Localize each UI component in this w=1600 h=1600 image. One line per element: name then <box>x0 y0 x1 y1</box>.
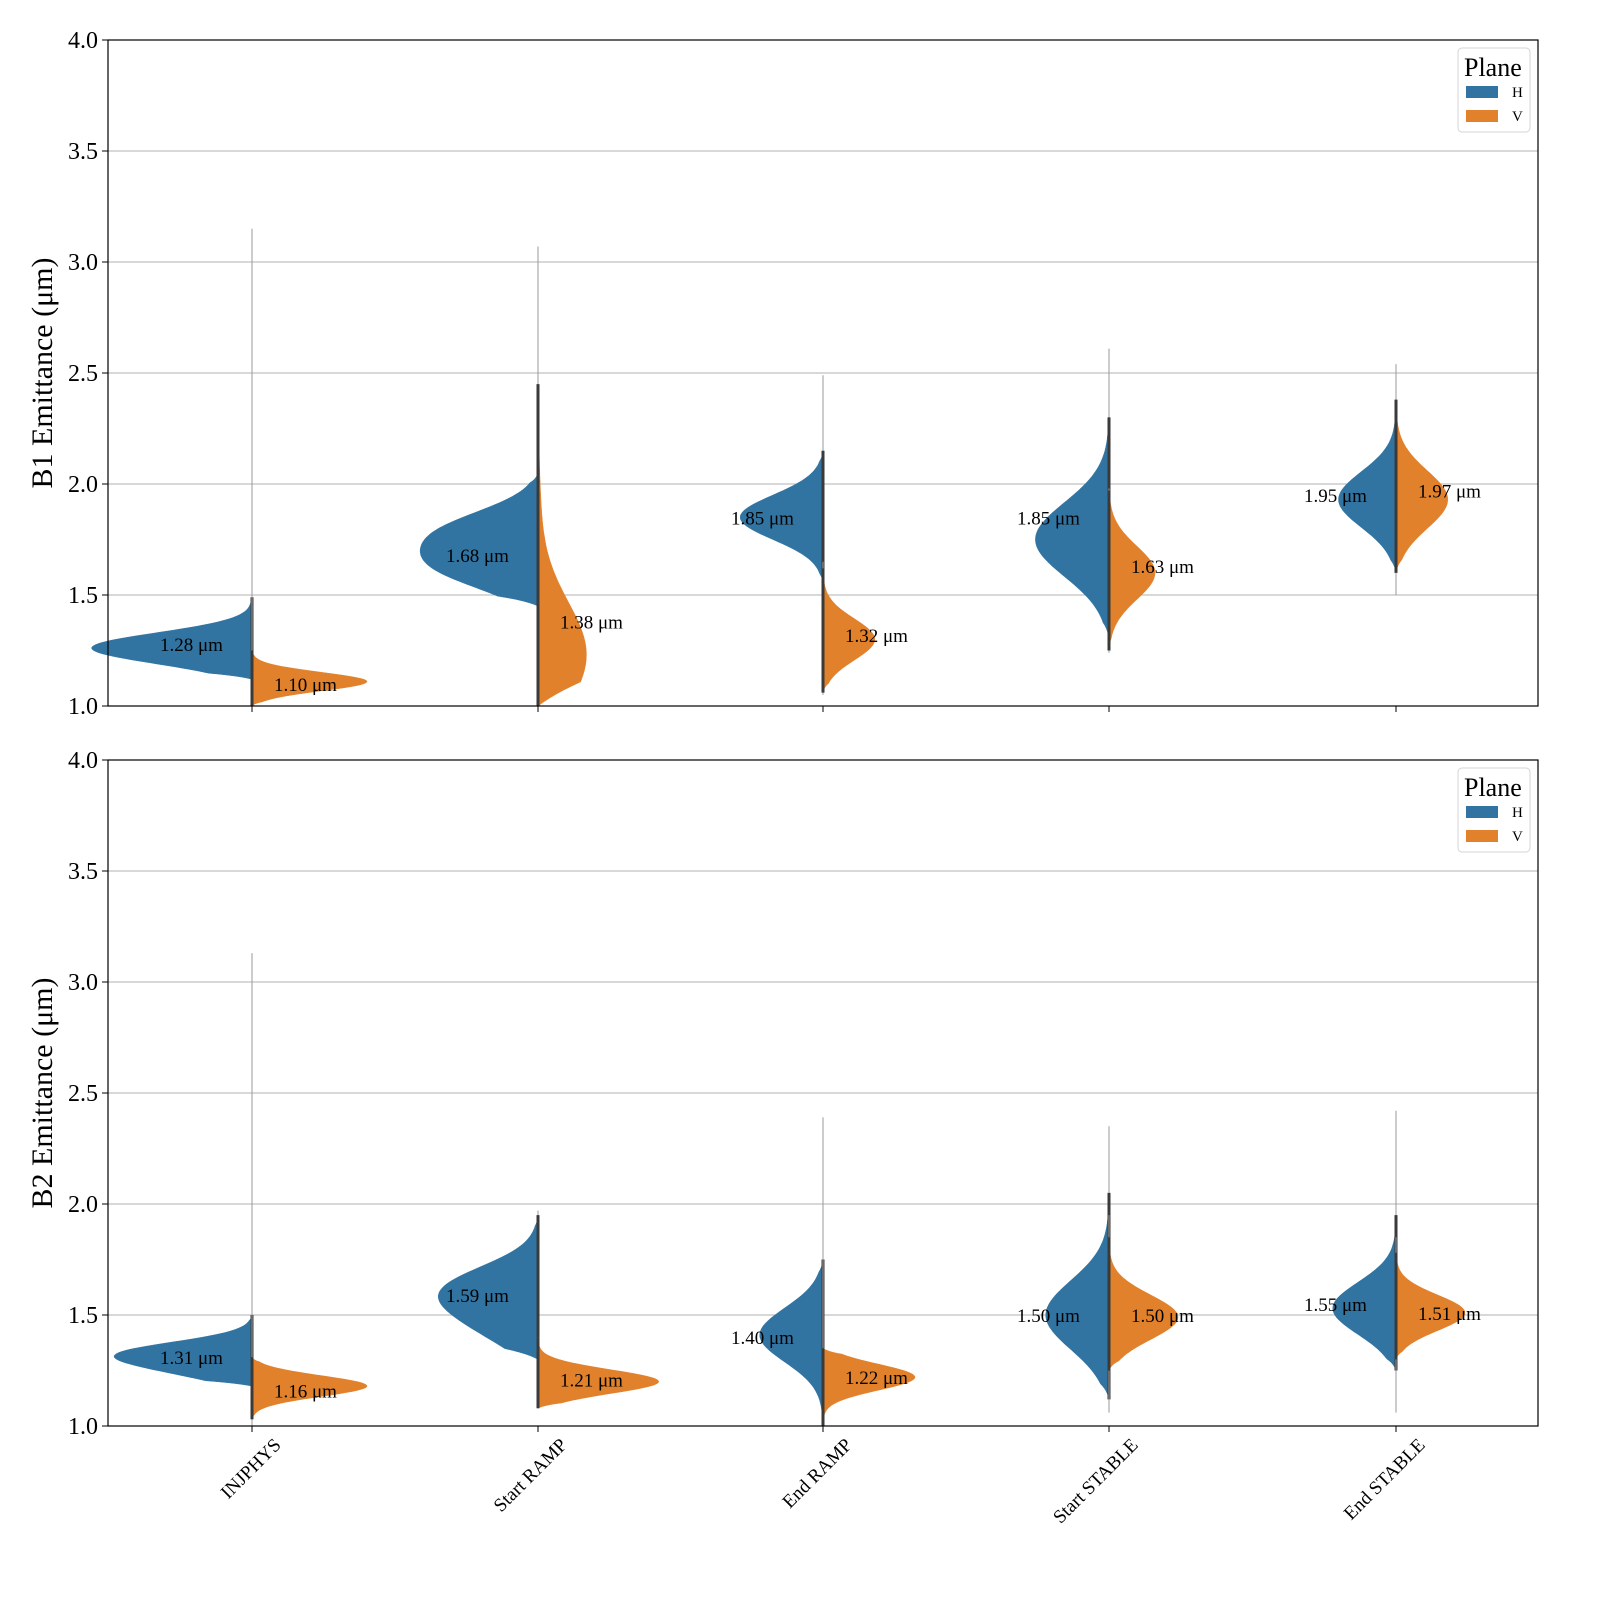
legend-label-v: V <box>1512 829 1523 845</box>
y-tick-label: 1.0 <box>68 1414 98 1440</box>
y-tick-label: 3.0 <box>68 970 98 996</box>
legend: Plane HV <box>1457 767 1531 853</box>
median-label: 1.50 μm <box>1131 1306 1194 1327</box>
x-tick-label: Start RAMP <box>490 1435 572 1517</box>
y-tick-label: 3.5 <box>68 139 98 165</box>
y-axis-title: B1 Emittance (μm) <box>26 257 59 488</box>
median-label: 1.38 μm <box>560 613 623 634</box>
y-tick-label: 4.0 <box>68 28 98 54</box>
violin-v-end-stable <box>1395 1252 1466 1360</box>
violin-h-start-ramp <box>419 472 539 607</box>
violin-h-start-ramp <box>437 1215 539 1360</box>
legend-swatch-h <box>1466 806 1498 818</box>
median-label: 1.16 μm <box>274 1381 337 1402</box>
violin-h-start-stable <box>1035 417 1110 640</box>
y-tick-label: 1.5 <box>68 1303 98 1329</box>
violin-v-end-ramp <box>822 568 875 693</box>
violin-v-start-stable <box>1108 490 1156 651</box>
y-tick-label: 2.0 <box>68 1192 98 1218</box>
median-label: 1.51 μm <box>1418 1304 1481 1325</box>
y-tick-label: 1.5 <box>68 583 98 609</box>
violin-v-end-stable <box>1395 399 1448 573</box>
median-label: 1.50 μm <box>1017 1306 1080 1327</box>
y-tick-label: 4.0 <box>68 748 98 774</box>
legend-title: Plane <box>1464 53 1522 82</box>
legend-swatch-v <box>1466 110 1498 122</box>
legend-swatch-h <box>1466 86 1498 98</box>
median-label: 1.85 μm <box>1017 508 1080 529</box>
y-tick-label: 2.0 <box>68 472 98 498</box>
panel-2: 1.0 1.5 2.0 2.5 3.0 3.5 4.0 B2 Emittance (μm) 1.… <box>26 748 1539 1528</box>
median-label: 1.68 μm <box>446 546 509 567</box>
x-tick-label: End STABLE <box>1340 1435 1430 1525</box>
legend-label-h: H <box>1512 85 1523 101</box>
legend: Plane HV <box>1457 47 1531 133</box>
median-label: 1.28 μm <box>160 635 223 656</box>
median-label: 1.22 μm <box>845 1368 908 1389</box>
y-tick-label: 2.5 <box>68 361 98 387</box>
violin-h-end-ramp <box>739 450 824 584</box>
median-label: 1.32 μm <box>845 626 908 647</box>
y-tick-label: 3.5 <box>68 859 98 885</box>
y-axis-title: B2 Emittance (μm) <box>26 977 59 1208</box>
violin-v-start-stable <box>1108 1237 1179 1371</box>
legend-title: Plane <box>1464 773 1522 802</box>
median-label: 1.10 μm <box>274 675 337 696</box>
violin-h-start-stable <box>1045 1192 1110 1400</box>
median-label: 1.85 μm <box>731 508 794 529</box>
violin-v-start-ramp <box>537 1337 660 1409</box>
median-label: 1.97 μm <box>1418 482 1481 503</box>
violin-h-injphys <box>113 1314 253 1387</box>
median-label: 1.95 μm <box>1304 486 1367 507</box>
violin-h-injphys <box>91 597 253 680</box>
x-tick-label: Start STABLE <box>1049 1435 1142 1528</box>
median-label: 1.40 μm <box>731 1328 794 1349</box>
x-tick-label: INJPHYS <box>217 1435 286 1504</box>
y-tick-label: 2.5 <box>68 1081 98 1107</box>
legend-label-h: H <box>1512 805 1523 821</box>
y-tick-label: 3.0 <box>68 250 98 276</box>
median-label: 1.59 μm <box>446 1286 509 1307</box>
violin-v-injphys <box>251 650 368 707</box>
violin-h-end-stable <box>1332 1215 1397 1371</box>
panel-1: 1.0 1.5 2.0 2.5 3.0 3.5 4.0 B1 Emittance (μm) 1.… <box>26 28 1539 720</box>
y-tick-label: 1.0 <box>68 694 98 720</box>
violin-h-end-stable <box>1338 406 1397 573</box>
violin-v-start-ramp <box>537 384 587 707</box>
legend-swatch-v <box>1466 830 1498 842</box>
violin-v-end-ramp <box>822 1347 916 1426</box>
median-label: 1.31 μm <box>160 1348 223 1369</box>
median-label: 1.55 μm <box>1304 1295 1367 1316</box>
axes-frame <box>107 759 1539 1427</box>
violin-h-end-ramp <box>759 1259 824 1422</box>
violin-v-injphys <box>251 1357 368 1420</box>
axes-frame <box>107 39 1539 707</box>
median-label: 1.21 μm <box>560 1370 623 1391</box>
x-tick-label: End RAMP <box>779 1435 857 1513</box>
median-label: 1.63 μm <box>1131 557 1194 578</box>
legend-label-v: V <box>1512 109 1523 125</box>
